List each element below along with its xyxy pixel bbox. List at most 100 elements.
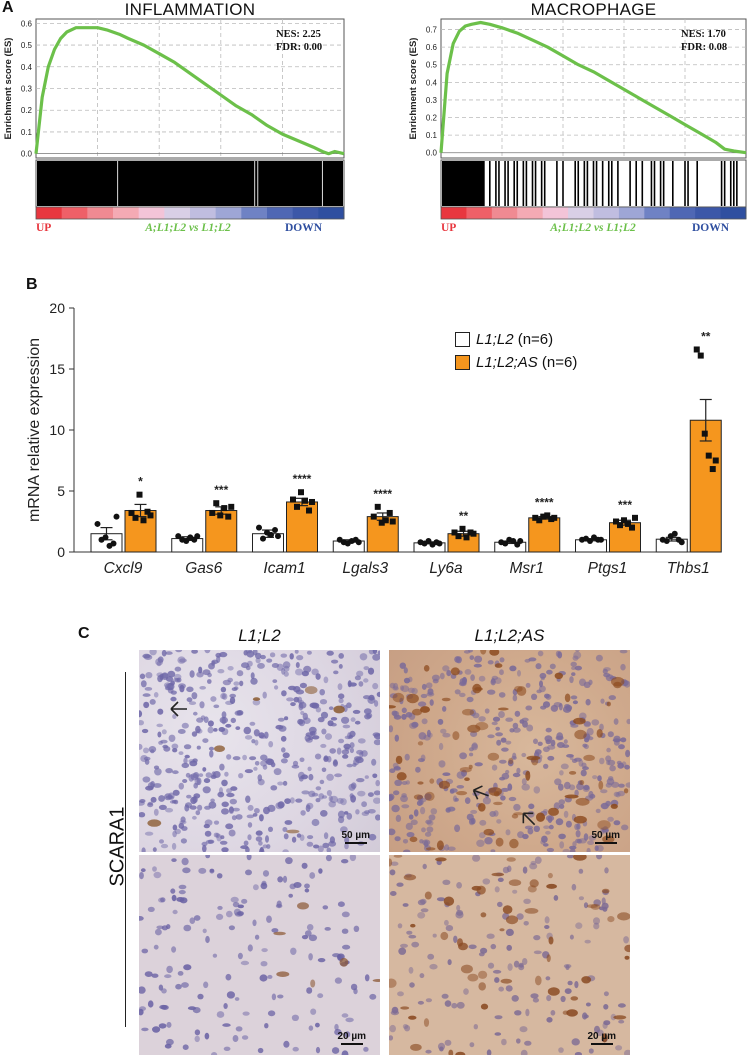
micrograph-l1l2-lowmag: 50 µm (139, 650, 380, 852)
nucleus (593, 917, 600, 925)
nucleus (251, 739, 256, 744)
nucleus (157, 731, 162, 738)
nucleus (447, 959, 452, 966)
nucleus (326, 847, 332, 852)
nucleus (141, 728, 149, 734)
nucleus (203, 981, 209, 989)
nucleus (253, 766, 258, 771)
data-point (272, 527, 278, 534)
data-point (183, 538, 190, 545)
stain-spot (548, 807, 559, 816)
nucleus (183, 744, 192, 750)
data-point (663, 538, 670, 545)
nucleus (512, 727, 521, 733)
nucleus (522, 833, 529, 840)
data-point (102, 534, 109, 541)
stain-spot (339, 957, 349, 967)
nucleus (543, 763, 549, 769)
nucleus (396, 882, 404, 887)
nucleus (569, 676, 574, 684)
nucleus (575, 838, 581, 844)
data-point (128, 509, 135, 516)
nucleus (195, 725, 201, 734)
stain-spot (497, 707, 509, 711)
micrograph-l1l2as-lowmag-cells (389, 650, 630, 852)
data-point (425, 538, 432, 545)
stain-spot (487, 752, 500, 761)
gsea-macrophage-comparison: A;L1;L2 vs L1;L2 (550, 222, 636, 234)
nucleus (207, 720, 214, 727)
nucleus (298, 719, 306, 727)
nucleus (506, 865, 512, 873)
nucleus (513, 803, 521, 811)
nucleus (171, 842, 177, 850)
nucleus (334, 773, 343, 778)
nucleus (312, 735, 320, 740)
nucleus (202, 928, 207, 934)
nucleus (469, 1042, 475, 1048)
nucleus (353, 925, 360, 932)
nucleus (490, 678, 496, 686)
gsea-inflammation-rank-segment (318, 207, 345, 219)
gsea-inflammation-rank-segment (138, 207, 165, 219)
nucleus (331, 659, 339, 664)
nucleus (500, 737, 507, 743)
stain-spot (478, 803, 486, 812)
nucleus (306, 841, 314, 847)
nucleus (219, 763, 225, 771)
nucleus (454, 824, 461, 833)
nucleus (421, 683, 427, 690)
nucleus (553, 802, 561, 810)
category-label-gas6: Gas6 (185, 560, 222, 577)
stain-spot (499, 928, 505, 932)
stain-spot (617, 912, 630, 921)
nucleus (565, 820, 572, 828)
nucleus (204, 830, 212, 837)
nucleus (247, 804, 254, 811)
stain-spot (310, 979, 316, 988)
nucleus (234, 911, 243, 917)
nucleus (191, 692, 198, 700)
stain-spot (417, 781, 424, 785)
nucleus (160, 897, 166, 903)
nucleus (304, 888, 310, 893)
nucleus (260, 754, 268, 761)
nucleus (531, 693, 538, 700)
stain-spot (423, 665, 430, 672)
nucleus (318, 793, 325, 800)
nucleus (575, 830, 581, 838)
nucleus (193, 711, 198, 716)
stain-spot (483, 828, 495, 836)
nucleus (338, 693, 345, 699)
column-title-l1l2: L1;L2 (238, 626, 281, 645)
nucleus (566, 754, 574, 758)
nucleus (624, 764, 630, 770)
stain-spot (372, 979, 380, 982)
panel-c-letter: C (78, 625, 90, 642)
nucleus (621, 761, 627, 768)
nucleus (220, 686, 227, 693)
nucleus (204, 650, 211, 654)
nucleus (499, 776, 506, 781)
data-point (294, 503, 300, 510)
nucleus (147, 906, 155, 912)
nucleus (517, 670, 521, 677)
nucleus (498, 711, 505, 718)
nucleus (153, 871, 162, 879)
nucleus (221, 847, 229, 852)
nucleus (419, 973, 425, 979)
nucleus (454, 797, 459, 802)
nucleus (479, 832, 486, 839)
nucleus (420, 754, 426, 762)
nucleus (139, 812, 146, 818)
nucleus (479, 819, 487, 826)
nucleus (156, 925, 164, 930)
data-point (228, 503, 235, 510)
nucleus (444, 844, 450, 851)
nucleus (326, 650, 334, 656)
nucleus (617, 790, 625, 797)
nucleus (228, 925, 235, 931)
nucleus (143, 747, 149, 754)
nucleus (266, 844, 271, 849)
nucleus (317, 845, 324, 852)
